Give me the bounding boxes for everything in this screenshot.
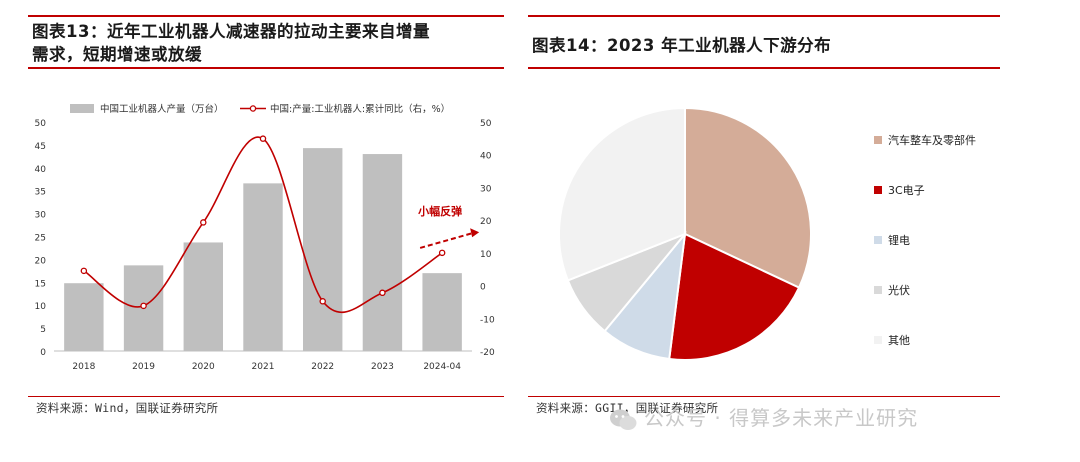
combo-chart: 0 5 10 15 20 25 30 35 40 45 50 -20 -10 0 10 20 30 40 50 201… [35,103,495,372]
x-tick-label: 2024-04 [423,362,461,372]
line-point [80,267,88,275]
right-axis-tick: 20 [480,217,492,227]
wechat-icon [610,409,637,430]
left-axis-tick: 0 [40,348,46,358]
watermark-text: 公众号 · 得算多未来产业研究 [644,406,919,430]
x-tick-label: 2019 [132,362,155,372]
legend-line-label: 中国:产量:工业机器人:累计同比（右，%） [270,103,450,115]
legend-swatch [874,336,882,344]
legend-swatch [874,136,882,144]
left-axis-tick: 30 [35,211,47,221]
left-source-note: 资料来源：Wind，国联证券研究所 [36,401,219,415]
line-point [379,289,386,297]
title-top-rule [28,15,504,17]
right-axis-tick: 50 [480,119,492,129]
pie-slice [684,106,812,289]
watermark: 公众号 · 得算多未来产业研究 [608,402,918,433]
left-axis-tick: 40 [35,165,47,175]
annotation-arrowhead [470,228,480,238]
bar [362,154,403,351]
left-axis-tick: 45 [35,142,46,152]
line-point [438,249,446,257]
x-tick-label: 2021 [252,362,275,372]
right-chart-title: 图表14：2023 年工业机器人下游分布 [532,36,832,55]
title-top-rule [528,15,1000,17]
right-axis-tick: -20 [480,348,495,358]
right-axis-tick: 30 [480,184,492,194]
legend-swatch [874,286,882,294]
legend-label: 汽车整车及零部件 [888,133,976,147]
legend-label: 其他 [888,334,910,347]
x-tick-label: 2022 [311,362,334,372]
title-bottom-rule [528,67,1000,69]
legend-label: 光伏 [888,283,910,297]
left-axis-tick: 20 [35,256,47,266]
source-rule [28,396,504,397]
legend-label: 锂电 [888,233,910,247]
legend-swatch [874,236,882,244]
left-axis-tick: 25 [35,234,46,244]
line-point [319,298,326,305]
right-axis-tick: -10 [480,315,495,325]
annotation-text: 小幅反弹 [417,204,462,218]
x-tick-label: 2018 [72,362,95,372]
x-tick-label: 2020 [192,362,215,372]
bar [303,148,343,351]
pie-slice [668,232,801,361]
left-axis-tick: 5 [40,325,46,335]
line-point [140,302,147,310]
left-axis-tick: 10 [35,302,47,312]
title-bottom-rule [28,67,504,69]
right-axis-tick: 10 [480,250,492,260]
left-chart-panel: 图表13：近年工业机器人减速器的拉动主要来自增量 需求，短期增速或放缓 0 5 10… [28,0,504,430]
annotation-arrow [419,232,473,249]
right-axis-tick: 40 [480,152,492,162]
legend-swatch [874,186,882,194]
left-axis-tick: 15 [35,279,46,289]
bar [183,242,223,351]
right-chart-panel: 图表14：2023 年工业机器人下游分布 汽车整车及零部件 3C电子 锂电 光伏 其他 … [528,0,1000,430]
pie-slice [558,106,686,282]
legend-bar-label: 中国工业机器人产量（万台） [100,103,224,115]
left-chart-title: 图表13：近年工业机器人减速器的拉动主要来自增量 需求，短期增速或放缓 [32,22,430,64]
x-tick-label: 2023 [371,362,394,372]
bar [243,183,283,351]
right-axis-tick: 0 [480,283,486,293]
source-rule [528,396,1000,397]
right-source-note: 资料来源：GGII，国联证券研究所 [536,401,719,415]
line-point [259,135,267,142]
left-axis-tick: 50 [35,119,47,129]
legend-line-marker [249,105,257,112]
bar [64,283,104,351]
legend-bar-swatch [70,104,94,113]
legend-label: 3C电子 [888,184,925,197]
left-axis-tick: 35 [35,188,46,198]
line-point [200,219,207,226]
bar [422,273,462,351]
